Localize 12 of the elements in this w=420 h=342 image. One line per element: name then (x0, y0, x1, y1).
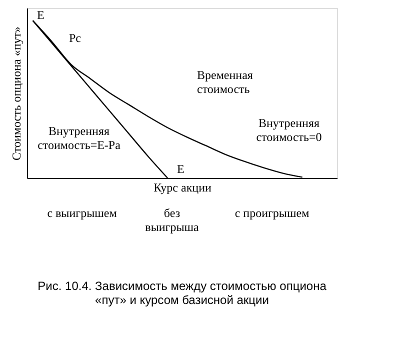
annotation: Pc (69, 31, 81, 45)
text: с проигрышем (234, 206, 310, 220)
annotation: E (177, 162, 184, 176)
x-axis-title: Курс акции (154, 180, 212, 194)
annotation: Внутренняя стоимость=E-Pa (38, 124, 122, 152)
text: без выигрыша (145, 206, 200, 234)
annotation: E (37, 8, 44, 22)
y-axis-title: Стоимость опциона «пут» (10, 26, 24, 160)
text: с выигрышем (47, 206, 118, 220)
annotation: Внутренняя стоимость=0 (256, 116, 322, 144)
text: Рис. 10.4. Зависимость между стоимостью опциона «пут» и курсом базисной акции (38, 279, 327, 307)
annotation: Временная стоимость (197, 68, 254, 96)
